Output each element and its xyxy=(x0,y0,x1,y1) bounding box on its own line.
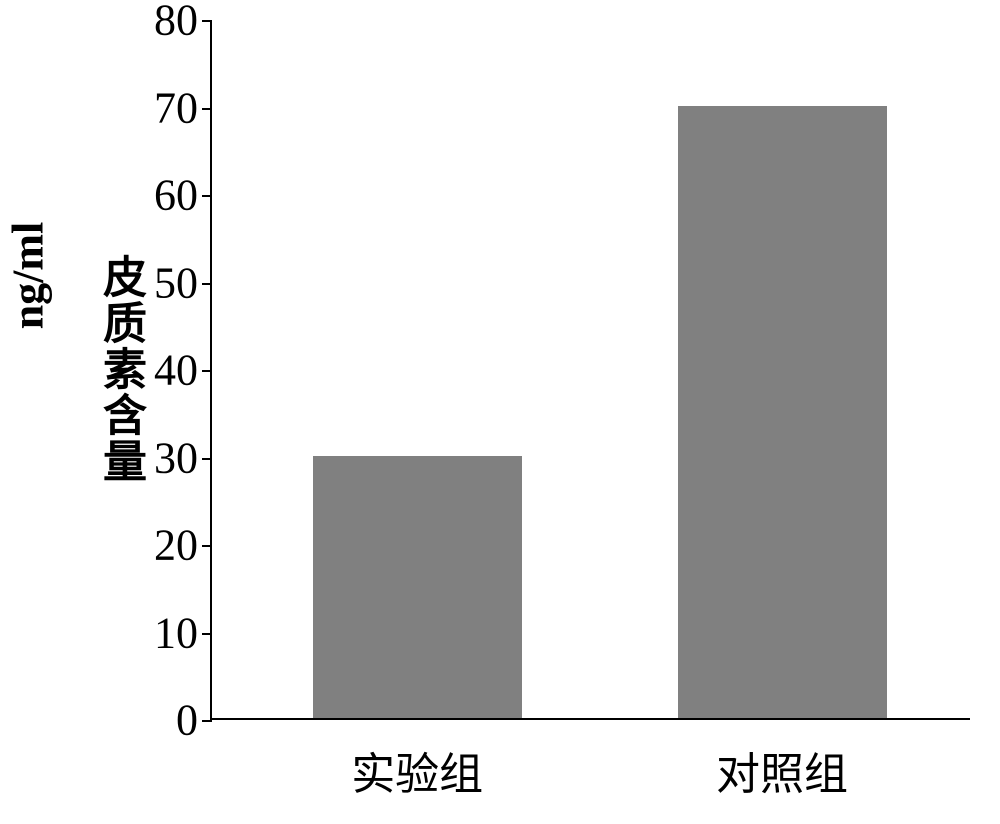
bar xyxy=(313,456,522,719)
bar xyxy=(678,106,887,719)
x-tick-label: 对照组 xyxy=(716,718,848,802)
y-tick-label: 80 xyxy=(154,0,212,46)
y-tick-label: 60 xyxy=(154,170,212,221)
plot-area: 皮质素含量 ng/ml 01020304050607080实验组对照组 xyxy=(210,20,970,720)
y-tick-label: 20 xyxy=(154,520,212,571)
y-tick-label: 70 xyxy=(154,82,212,133)
x-tick-label: 实验组 xyxy=(351,718,483,802)
y-tick-label: 10 xyxy=(154,607,212,658)
y-tick-label: 50 xyxy=(154,257,212,308)
y-axis-title-main: 皮质素含量 xyxy=(96,254,145,484)
y-axis-title-unit: ng/ml xyxy=(3,222,54,330)
y-tick-label: 40 xyxy=(154,345,212,396)
bar-chart: 皮质素含量 ng/ml 0 10 20 30 40 50 60 70 80 实验组 对照组 xyxy=(0,0,1000,824)
y-tick-label: 0 xyxy=(176,695,212,746)
y-tick-label: 30 xyxy=(154,432,212,483)
